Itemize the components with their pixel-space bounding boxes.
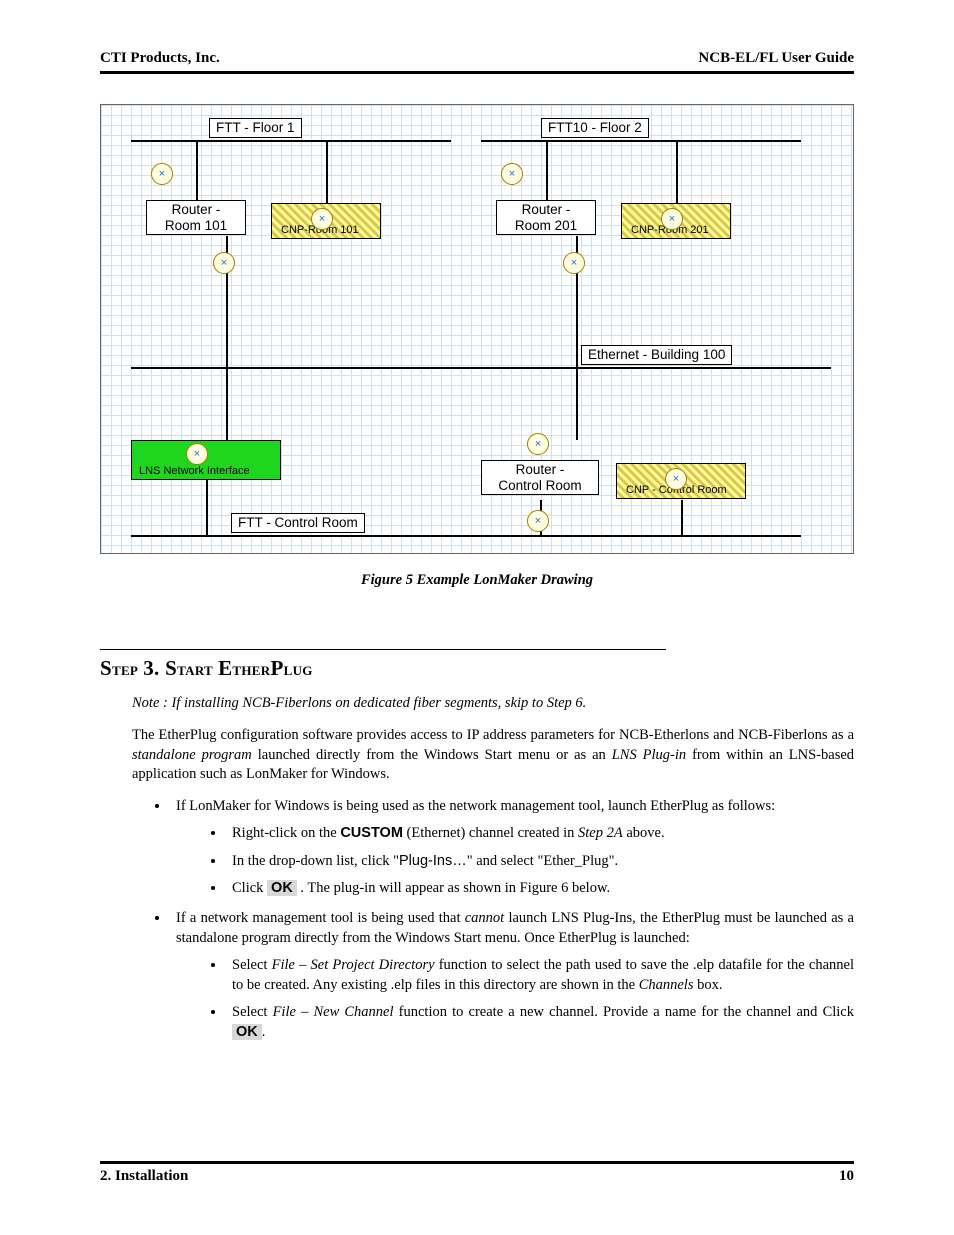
channel-label: FTT - Control Room — [231, 513, 365, 533]
footer-rule — [100, 1161, 854, 1164]
header-right: NCB-EL/FL User Guide — [698, 50, 854, 67]
page-footer: 2. Installation 10 — [100, 1161, 854, 1185]
router-label: Router -Control Room — [481, 460, 599, 495]
bullet-lonmaker: If LonMaker for Windows is being used as… — [170, 797, 854, 899]
sub-plugins: In the drop-down list, click "Plug-Ins…"… — [226, 852, 854, 872]
router-label: Router -Room 101 — [146, 200, 246, 235]
node-circle: × — [186, 443, 208, 465]
channel-line — [131, 367, 831, 369]
page-header: CTI Products, Inc. NCB-EL/FL User Guide — [100, 50, 854, 71]
standalone-sublist: Select File – Set Project Directory func… — [226, 956, 854, 1042]
bullet-standalone: If a network management tool is being us… — [170, 909, 854, 1042]
top-bullet-list: If LonMaker for Windows is being used as… — [170, 797, 854, 1043]
router-label: Router -Room 201 — [496, 200, 596, 235]
ok-label: OK — [267, 880, 297, 896]
node-circle: × — [661, 208, 683, 230]
channel-label: FTT - Floor 1 — [209, 118, 302, 138]
channel-label: FTT10 - Floor 2 — [541, 118, 649, 138]
channel-line — [131, 535, 801, 537]
install-note: Note : If installing NCB-Fiberlons on de… — [132, 695, 854, 712]
section-rule — [100, 649, 666, 650]
node-circle: × — [665, 468, 687, 490]
connector-line — [326, 140, 328, 203]
intro-paragraph: The EtherPlug configuration software pro… — [132, 726, 854, 785]
header-rule — [100, 71, 854, 74]
node-circle: × — [213, 252, 235, 274]
lonmaker-diagram: FTT - Floor 1 FTT10 - Floor 2 Ethernet - B… — [100, 104, 854, 554]
node-circle: × — [311, 208, 333, 230]
footer-left: 2. Installation — [100, 1168, 188, 1185]
node-circle: × — [527, 433, 549, 455]
header-left: CTI Products, Inc. — [100, 50, 220, 67]
lns-label: LNS Network Interface — [133, 464, 256, 479]
channel-line — [481, 140, 801, 142]
connector-line — [676, 140, 678, 203]
connector-line — [196, 140, 198, 200]
footer-right: 10 — [839, 1168, 854, 1185]
heading-step: S — [100, 656, 112, 680]
node-circle: × — [563, 252, 585, 274]
sub-set-project: Select File – Set Project Directory func… — [226, 956, 854, 995]
connector-line — [226, 367, 228, 440]
connector-line — [576, 367, 578, 440]
channel-label: Ethernet - Building 100 — [581, 345, 732, 365]
lonmaker-sublist: Right-click on the CUSTOM (Ethernet) cha… — [226, 824, 854, 899]
connector-line — [681, 500, 683, 535]
figure-caption: Figure 5 Example LonMaker Drawing — [100, 572, 854, 589]
node-circle: × — [501, 163, 523, 185]
sub-click-ok: Click OK . The plug-in will appear as sh… — [226, 879, 854, 899]
ok-label-2: OK — [232, 1024, 262, 1040]
sub-right-click: Right-click on the CUSTOM (Ethernet) cha… — [226, 824, 854, 844]
sub-new-channel: Select File – New Channel function to cr… — [226, 1003, 854, 1042]
connector-line — [206, 480, 208, 535]
node-circle: × — [527, 510, 549, 532]
channel-line — [131, 140, 451, 142]
node-circle: × — [151, 163, 173, 185]
connector-line — [546, 140, 548, 200]
section-heading: Step 3. Start EtherPlug — [100, 656, 854, 681]
